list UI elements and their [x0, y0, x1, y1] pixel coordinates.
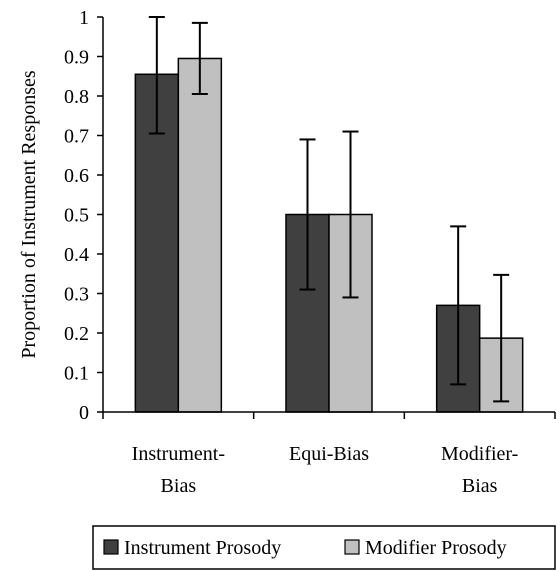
x-tick-label: Bias	[161, 475, 197, 497]
y-tick-label: 0.5	[64, 205, 89, 227]
error-bars	[148, 16, 510, 403]
x-tick-label: Equi-Bias	[289, 443, 369, 465]
y-axis-title-group: Proportion of Instrument Responses	[18, 70, 40, 359]
legend-box	[92, 525, 556, 570]
x-axis: Instrument- Bias Equi-Bias Modifier- Bias	[102, 411, 556, 497]
bar-modifier-prosody	[177, 57, 223, 413]
legend: Instrument Prosody Modifier Prosody	[92, 525, 556, 570]
x-tick-label: Modifier-	[441, 443, 518, 465]
y-tick-label: 0.1	[64, 363, 89, 385]
legend-swatch-modifier-prosody	[344, 539, 360, 555]
legend-label: Modifier Prosody	[365, 537, 507, 559]
bars	[134, 57, 524, 413]
y-tick-label: 0	[79, 402, 89, 424]
y-tick-label: 0.4	[64, 244, 89, 266]
x-tick-label: Instrument-	[132, 443, 225, 465]
y-tick-label: 0.9	[64, 47, 89, 69]
y-tick-label: 0.6	[64, 165, 89, 187]
y-tick-label: 1	[79, 7, 89, 29]
legend-swatch-instrument-prosody	[103, 539, 119, 555]
y-tick-label: 0.3	[64, 284, 89, 306]
y-axis: 0 0.1 0.2 0.3 0.4 0.5 0.6 0.7 0.8 0.9 1	[64, 7, 104, 424]
legend-label: Instrument Prosody	[124, 537, 281, 559]
y-tick-label: 0.2	[64, 323, 89, 345]
x-tick-label: Bias	[462, 475, 498, 497]
y-tick-label: 0.7	[64, 126, 89, 148]
y-tick-label: 0.8	[64, 86, 89, 108]
y-axis-title: Proportion of Instrument Responses	[18, 70, 40, 359]
